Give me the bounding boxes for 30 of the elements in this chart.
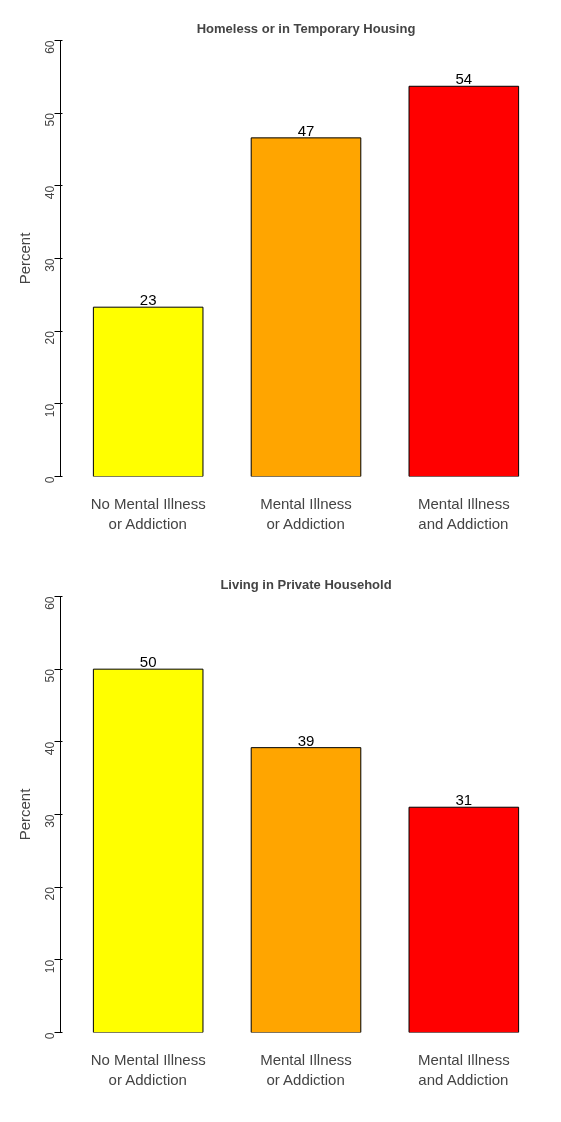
y-axis-title: Percent xyxy=(15,231,33,285)
chart-title: Homeless or in Temporary Housing xyxy=(196,20,416,36)
data-label: 23 xyxy=(139,291,157,309)
y-tick-label: 10 xyxy=(43,403,57,418)
y-tick-label: 60 xyxy=(43,596,57,610)
y-tick-label: 0 xyxy=(43,476,57,484)
data-label: 31 xyxy=(455,791,473,809)
y-tick-label: 40 xyxy=(43,185,57,200)
x-tick-label: Mental Illness and Addiction xyxy=(417,494,510,532)
y-tick-label: 40 xyxy=(43,741,57,756)
chart-title: Living in Private Household xyxy=(220,576,392,592)
x-tick-label: Mental Illness or Addiction xyxy=(260,494,352,532)
data-label: 50 xyxy=(139,653,157,671)
y-axis-title: Percent xyxy=(15,787,33,841)
x-tick-label: Mental Illness or Addiction xyxy=(260,1050,352,1088)
y-tick-label: 50 xyxy=(43,112,57,127)
data-label: 47 xyxy=(297,121,315,139)
x-tick-label: Mental Illness and Addiction xyxy=(417,1050,510,1088)
x-tick-label: No Mental Illness or Addiction xyxy=(90,1050,206,1088)
y-tick-label: 10 xyxy=(43,959,57,974)
x-tick-label: No Mental Illness or Addiction xyxy=(90,494,206,532)
y-tick-label: 30 xyxy=(43,258,57,272)
y-tick-label: 60 xyxy=(43,40,57,54)
y-tick-label: 20 xyxy=(43,886,57,901)
data-label: 54 xyxy=(455,70,473,88)
y-tick-label: 30 xyxy=(43,814,57,828)
data-label: 39 xyxy=(297,731,315,749)
y-tick-label: 0 xyxy=(43,1032,57,1040)
y-tick-label: 50 xyxy=(43,668,57,683)
y-tick-label: 20 xyxy=(43,330,57,345)
